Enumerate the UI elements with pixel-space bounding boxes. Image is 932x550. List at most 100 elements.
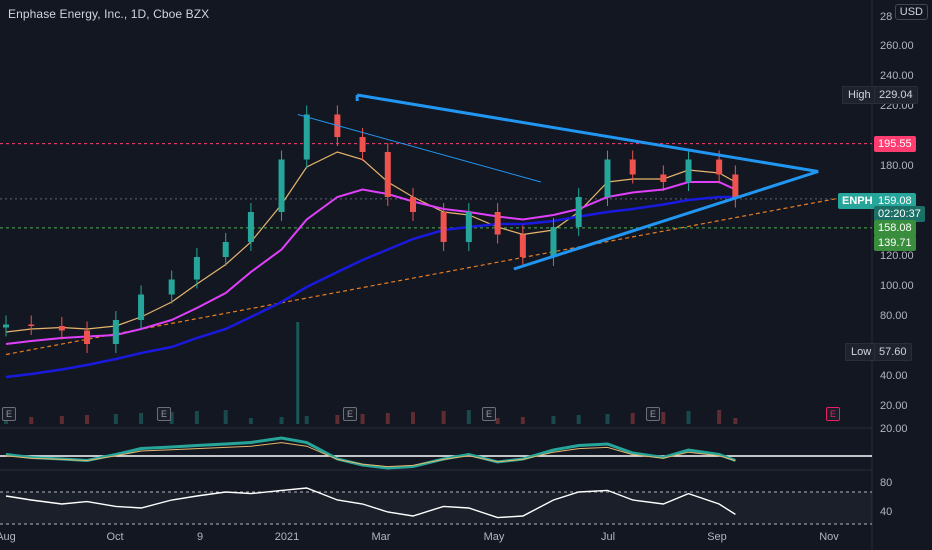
currency-button[interactable]: USD (894, 4, 928, 20)
volume-bar (605, 414, 610, 424)
time-tick: May (483, 531, 505, 543)
volume-bar (441, 411, 446, 424)
volume-bar (59, 416, 64, 424)
volume-bar (279, 417, 284, 424)
volume-bar (385, 413, 390, 424)
volume-bar (113, 414, 118, 424)
volume-bar (248, 418, 253, 424)
time-tick: 2021 (274, 531, 300, 543)
high-label: High (842, 86, 877, 104)
volume-bar (733, 418, 738, 424)
candle-body (193, 257, 200, 280)
candle-body (660, 174, 667, 182)
candle-body (519, 234, 526, 257)
time-tick: Aug (0, 531, 16, 543)
volume-bar (223, 410, 228, 424)
macd-signal-line (5, 442, 736, 468)
time-tick: Mar (371, 531, 391, 543)
candle-body (440, 212, 447, 242)
triangle-inner-line (297, 114, 541, 183)
macd-tick: 20.00 (880, 423, 908, 435)
rsi-tick-lower: 40 (880, 506, 893, 518)
price-tick: 240.00 (880, 70, 914, 82)
candle-body (629, 159, 636, 175)
volume-bar (194, 411, 199, 424)
time-tick: Jul (600, 531, 616, 543)
green-level-tag: 158.08 (874, 220, 916, 236)
time-tick: 9 (196, 531, 204, 543)
candle-body (494, 212, 501, 235)
candle-body (575, 197, 582, 227)
earnings-marker-upcoming[interactable]: E (826, 407, 840, 421)
candle-body (168, 279, 175, 295)
candle-body (384, 152, 391, 197)
candle-body (222, 242, 229, 257)
green-level-tag-2: 139.71 (874, 235, 916, 251)
time-tick: Sep (707, 531, 727, 543)
price-tick: 40.00 (880, 370, 908, 382)
candle-body (409, 197, 416, 212)
volume-bar (360, 414, 365, 424)
volume-bar (686, 411, 691, 424)
candle-body (465, 212, 472, 242)
triangle-lower-line (513, 170, 819, 271)
time-tick: Nov (819, 531, 839, 543)
volume-bar (520, 417, 525, 424)
earnings-marker[interactable]: E (157, 407, 171, 421)
volume-bar (4, 418, 8, 424)
volume-bar (29, 417, 34, 424)
low-label: Low (845, 343, 878, 361)
earnings-marker[interactable]: E (2, 407, 16, 421)
candle-body (84, 330, 91, 344)
rsi-tick-upper: 80 (880, 477, 893, 489)
price-tick: 260.00 (880, 40, 914, 52)
price-axis[interactable]: 28 260.00 240.00 220.00 180.00 120.00 10… (872, 0, 932, 550)
volume-bar (661, 412, 666, 424)
volume-bar (169, 412, 174, 424)
volume-spike-bar (296, 322, 300, 424)
volume-bar (85, 415, 90, 424)
price-tick: 100.00 (880, 280, 914, 292)
volume-bar (576, 415, 581, 424)
candle-body (28, 324, 35, 326)
candle-body (550, 227, 557, 257)
price-tick: 20.00 (880, 400, 908, 412)
chart-title: Enphase Energy, Inc., 1D, Cboe BZX (8, 7, 210, 21)
candle-body (303, 114, 310, 160)
candle-body (278, 159, 285, 212)
moving-average-line (5, 195, 736, 379)
candle-body (685, 159, 692, 182)
high-value-tag: 229.04 (874, 86, 918, 104)
candle-body (716, 159, 723, 175)
volume-bar (466, 410, 471, 424)
price-tick: 120.00 (880, 250, 914, 262)
countdown-tag: 02:20:37 (874, 206, 925, 222)
symbol-tag: ENPH (838, 193, 877, 209)
volume-bar (304, 416, 309, 424)
volume-bar (139, 413, 144, 424)
volume-bar (630, 413, 635, 424)
candle-body (732, 174, 739, 199)
price-tick-partial: 28 (880, 11, 893, 23)
resistance-price-tag: 195.55 (874, 136, 916, 152)
volume-bar (717, 410, 722, 424)
macd-line (5, 436, 736, 470)
volume-bar (495, 418, 500, 424)
earnings-marker[interactable]: E (482, 407, 496, 421)
candle-body (3, 324, 9, 328)
earnings-marker[interactable]: E (343, 407, 357, 421)
price-tick: 180.00 (880, 160, 914, 172)
candle-body (247, 212, 254, 242)
candle-body (58, 326, 65, 331)
volume-bar (551, 416, 556, 424)
moving-average-line (5, 181, 736, 345)
time-tick: Oct (106, 531, 124, 543)
candle-body (112, 320, 119, 344)
candle-body (359, 137, 366, 152)
low-value-tag: 57.60 (874, 343, 912, 361)
rsi-line (5, 487, 736, 519)
earnings-marker[interactable]: E (646, 407, 660, 421)
moving-average-line (5, 151, 736, 333)
triangle-upper-line (356, 93, 819, 173)
